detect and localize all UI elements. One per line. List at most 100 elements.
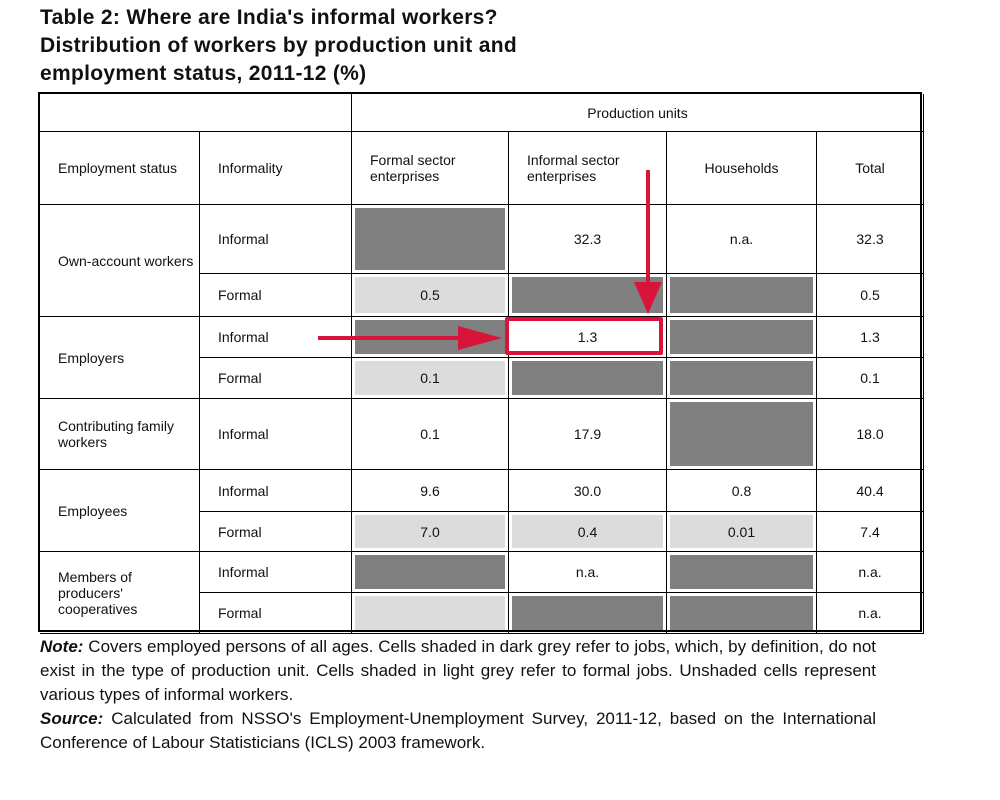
cell-text: 0.4 — [577, 523, 598, 540]
cell-text: 7.0 — [420, 523, 440, 540]
value-cell: 1.3 — [509, 317, 667, 358]
value-cell: 32.3 — [509, 205, 667, 274]
header-production-units: Production units — [352, 94, 924, 132]
header-col: Formal sector enterprises — [352, 132, 509, 205]
value-cell: n.a. — [667, 205, 817, 274]
cell-text: 18.0 — [856, 426, 884, 442]
informality-cell: Informal — [200, 552, 352, 593]
cell-text: Own-account workers — [58, 252, 194, 269]
cell-text: Employees — [58, 502, 128, 519]
cell-text: Formal sector enterprises — [370, 152, 456, 184]
cell-text: Informality — [218, 160, 283, 176]
informality-cell: Formal — [200, 593, 352, 634]
notes: Note: Covers employed persons of all age… — [40, 635, 876, 755]
value-cell: n.a. — [817, 552, 924, 593]
source: Source: Calculated from NSSO's Employmen… — [40, 709, 876, 752]
cell-text: Informal — [218, 231, 269, 247]
cell-text: Households — [704, 160, 779, 176]
value-cell: 1.3 — [817, 317, 924, 358]
value-cell: 0.1 — [352, 399, 509, 470]
value-cell: 18.0 — [817, 399, 924, 470]
value-cell: 0.5 — [817, 274, 924, 317]
arrow-down-icon — [634, 170, 662, 314]
cell-text: Informal — [218, 564, 269, 580]
value-cell: 0.5 — [352, 274, 509, 317]
cell-text: Formal — [218, 287, 262, 303]
value-cell — [352, 552, 509, 593]
value-cell: 0.01 — [667, 512, 817, 552]
value-cell: 40.4 — [817, 470, 924, 512]
cell-text: 9.6 — [420, 482, 440, 499]
cell-text: 0.1 — [420, 370, 440, 386]
group-label: Employers — [40, 317, 200, 399]
header-col: Households — [667, 132, 817, 205]
value-cell: 0.1 — [352, 358, 509, 399]
value-cell — [509, 593, 667, 634]
value-cell: 30.0 — [509, 470, 667, 512]
cell-text: Informal — [218, 329, 269, 345]
value-cell: 0.1 — [817, 358, 924, 399]
cell-text: 0.8 — [731, 482, 752, 499]
cell-text: 0.1 — [860, 370, 880, 386]
informality-cell: Formal — [200, 512, 352, 552]
value-cell — [667, 593, 817, 634]
value-cell: n.a. — [817, 593, 924, 634]
title-line: Table 2: Where are India's informal work… — [40, 6, 498, 29]
cell-text: 32.3 — [573, 231, 602, 247]
cell-text: n.a. — [575, 564, 600, 580]
cell-text: Informal sector enterprises — [527, 152, 620, 184]
header-informality: Informality — [200, 132, 352, 205]
cell-text: 32.3 — [856, 231, 884, 247]
header-col: Informal sector enterprises — [509, 132, 667, 205]
cell-text: 0.5 — [420, 287, 440, 303]
value-cell: 0.8 — [667, 470, 817, 512]
value-cell — [352, 593, 509, 634]
highlight-box — [505, 317, 663, 355]
arrow-right-icon — [318, 326, 502, 350]
table-title: Table 2: Where are India's informal work… — [40, 4, 517, 88]
value-cell — [667, 317, 817, 358]
cell-text: 17.9 — [573, 426, 602, 442]
value-cell — [352, 205, 509, 274]
cell-text: 0.1 — [420, 426, 440, 442]
cell-text: 1.3 — [860, 329, 880, 345]
value-cell: 0.4 — [509, 512, 667, 552]
cell-text: 7.4 — [860, 523, 880, 540]
group-label: Contributing family workers — [40, 399, 200, 470]
value-cell: 7.0 — [352, 512, 509, 552]
cell-text: Total — [855, 160, 885, 176]
cell-text: Informal — [218, 426, 269, 442]
informality-cell: Formal — [200, 274, 352, 317]
cell-text: 1.3 — [577, 329, 598, 345]
cell-text: Employment status — [58, 160, 178, 176]
cell-text: Formal — [218, 605, 262, 621]
group-label: Members of producers' cooperatives — [40, 552, 200, 634]
cell-text: Contributing family workers — [58, 418, 174, 450]
cell-text: 40.4 — [856, 482, 884, 499]
value-cell: n.a. — [509, 552, 667, 593]
value-cell — [667, 274, 817, 317]
cell-text: Members of producers' cooperatives — [58, 568, 138, 617]
header-employment-status: Employment status — [40, 132, 200, 205]
value-cell: 7.4 — [817, 512, 924, 552]
cell-text: n.a. — [729, 231, 754, 247]
cell-text: Formal — [218, 523, 262, 540]
group-label: Own-account workers — [40, 205, 200, 317]
informality-cell: Informal — [200, 399, 352, 470]
informality-cell: Formal — [200, 358, 352, 399]
value-cell: 32.3 — [817, 205, 924, 274]
title-line: employment status, 2011-12 (%) — [40, 62, 367, 85]
cell-text: n.a. — [858, 605, 882, 621]
value-cell: 17.9 — [509, 399, 667, 470]
cell-text: 30.0 — [573, 482, 602, 499]
cell-text: Employers — [58, 349, 125, 366]
value-cell: 9.6 — [352, 470, 509, 512]
note: Note: Covers employed persons of all age… — [40, 637, 876, 704]
value-cell — [667, 358, 817, 399]
value-cell — [509, 358, 667, 399]
cell-text: Production units — [587, 104, 688, 121]
header-col: Total — [817, 132, 924, 205]
informality-cell: Informal — [200, 205, 352, 274]
header-blank — [40, 94, 352, 132]
